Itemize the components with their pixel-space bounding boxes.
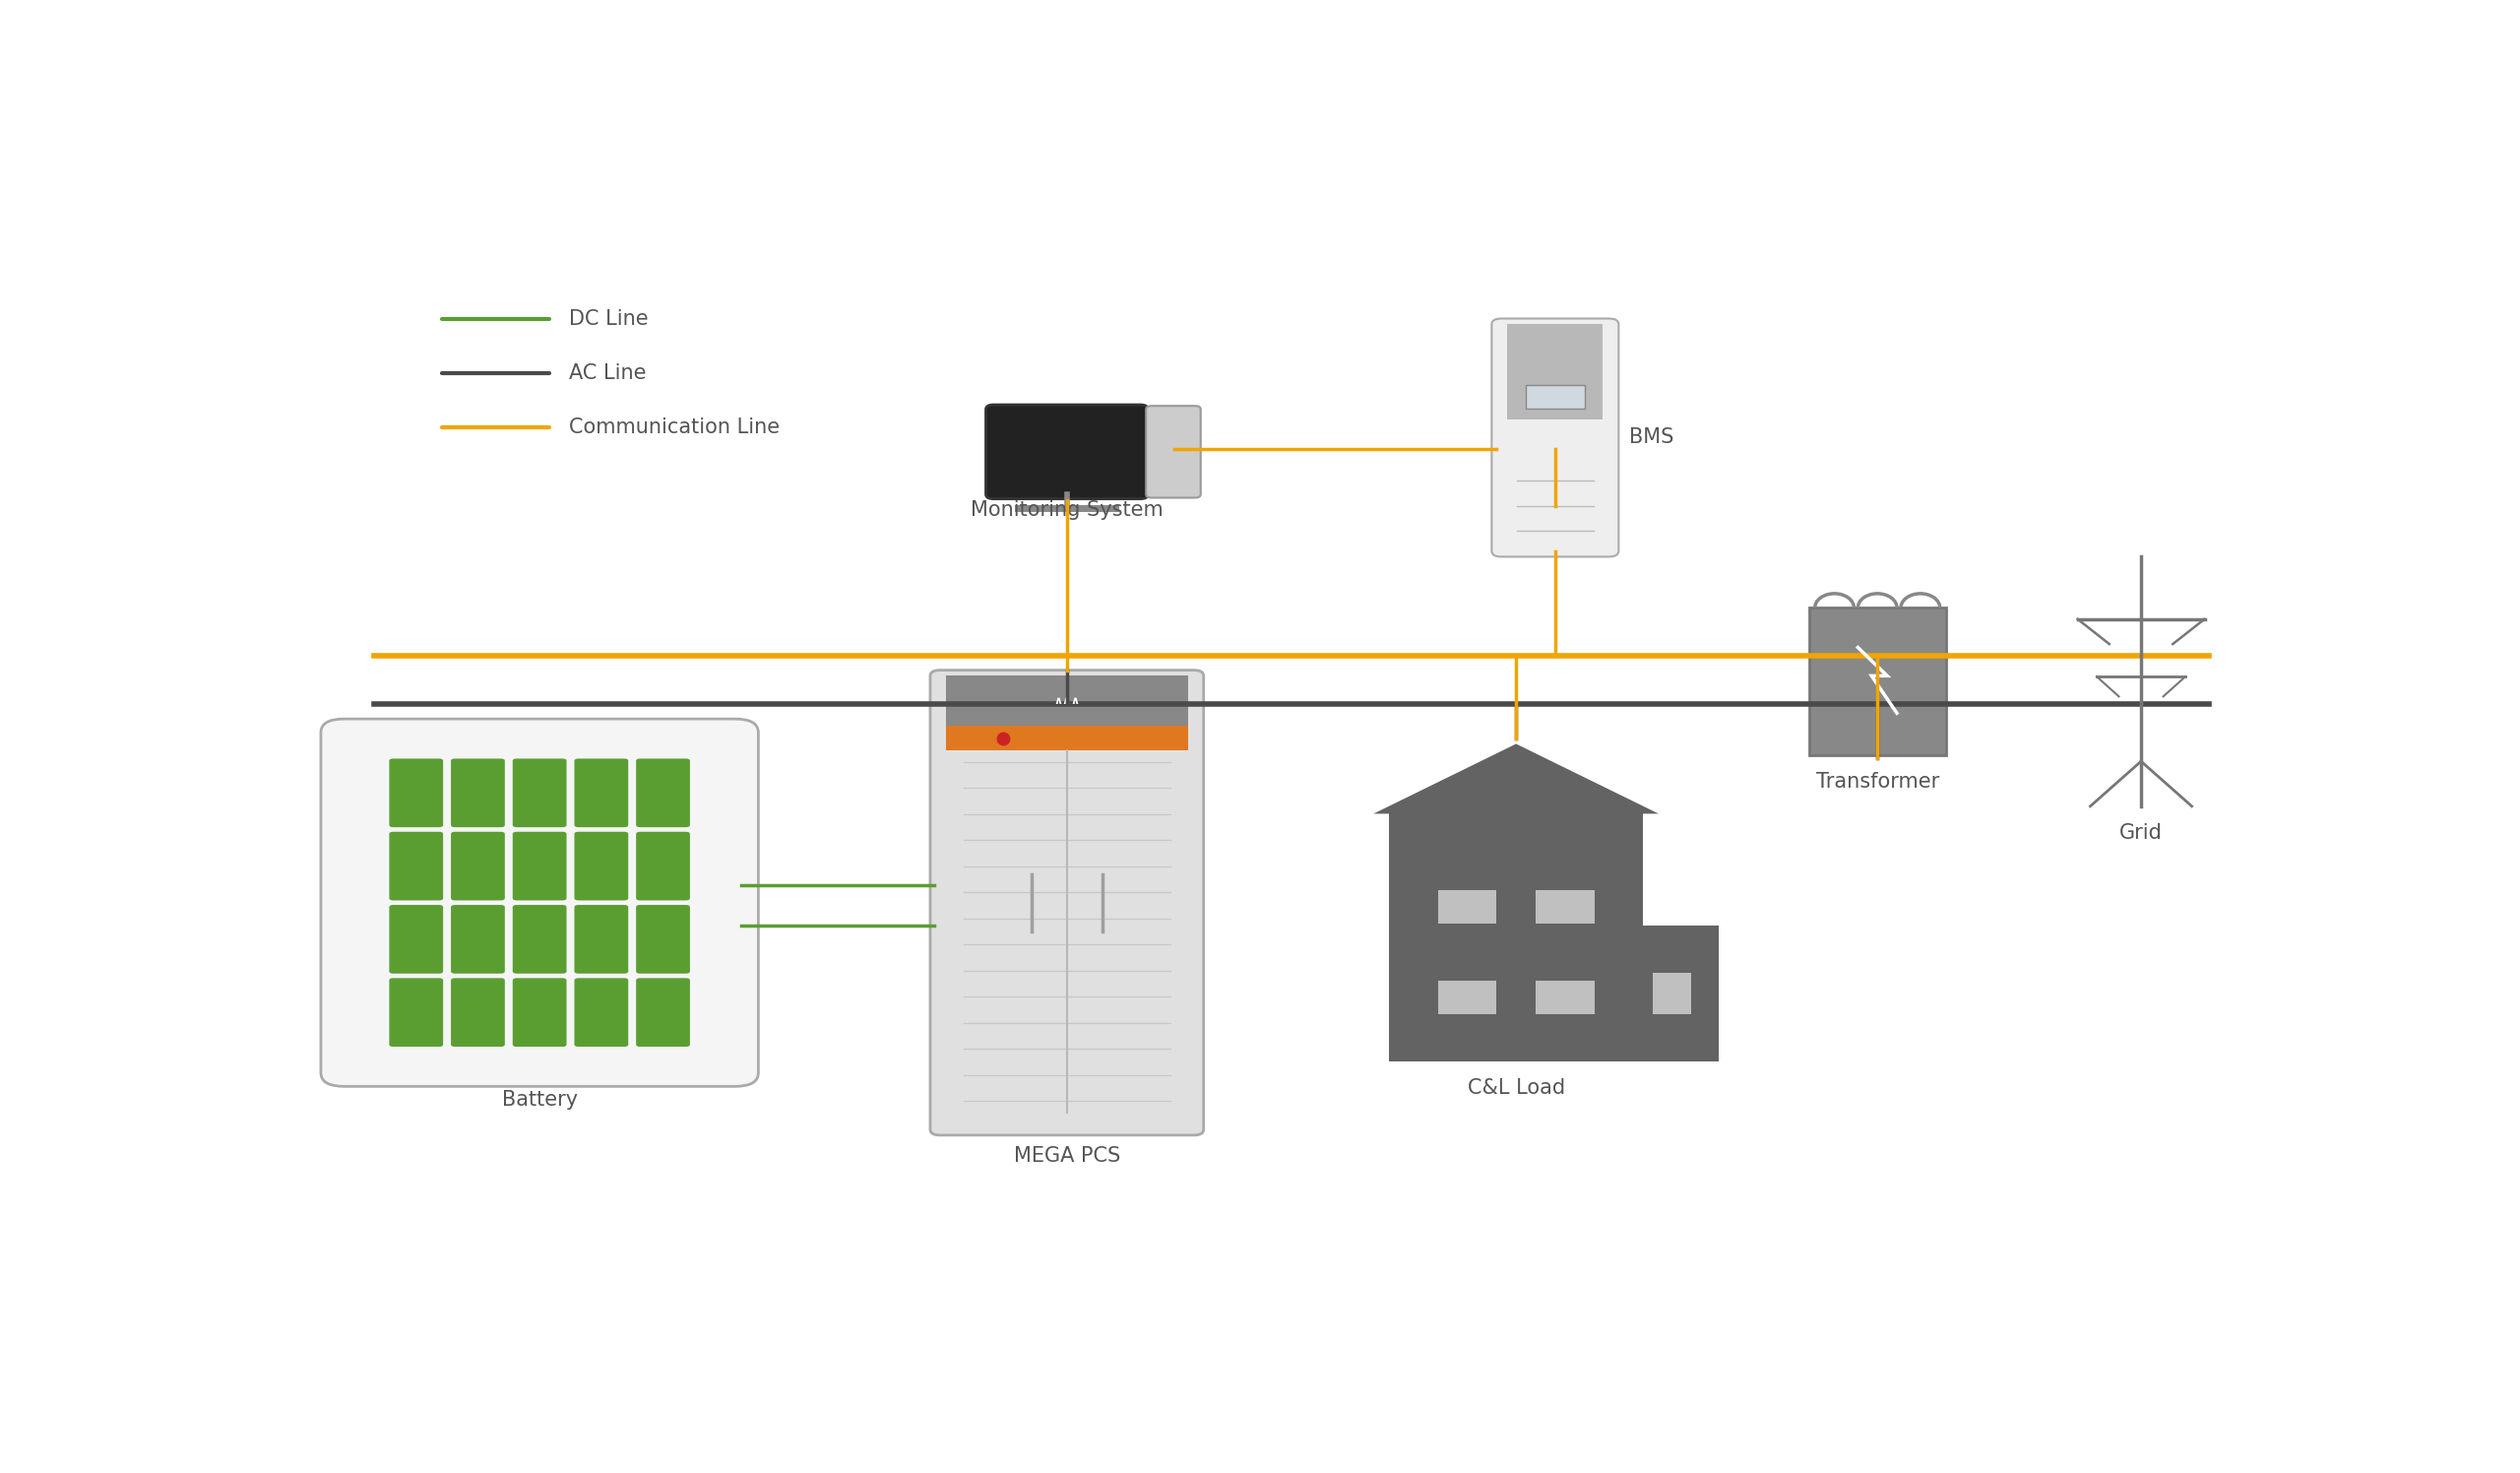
Polygon shape <box>1373 744 1658 813</box>
FancyBboxPatch shape <box>388 978 444 1047</box>
FancyBboxPatch shape <box>635 832 690 900</box>
FancyBboxPatch shape <box>451 832 504 900</box>
Text: Grid: Grid <box>2119 823 2162 843</box>
FancyBboxPatch shape <box>930 670 1205 1136</box>
Text: Battery: Battery <box>501 1090 577 1109</box>
FancyBboxPatch shape <box>388 832 444 900</box>
FancyBboxPatch shape <box>512 832 567 900</box>
Bar <box>945 726 1187 751</box>
Text: ∧∧∧: ∧∧∧ <box>1053 695 1081 706</box>
Bar <box>1643 925 1719 1062</box>
Bar <box>1439 981 1497 1015</box>
FancyBboxPatch shape <box>512 904 567 974</box>
FancyBboxPatch shape <box>512 978 567 1047</box>
Bar <box>1809 608 1945 756</box>
FancyBboxPatch shape <box>388 904 444 974</box>
Bar <box>1525 386 1585 408</box>
FancyBboxPatch shape <box>575 832 627 900</box>
Text: Monitoring System: Monitoring System <box>970 499 1164 520</box>
Bar <box>1439 890 1497 924</box>
Text: C&L Load: C&L Load <box>1467 1078 1565 1099</box>
FancyBboxPatch shape <box>635 904 690 974</box>
Bar <box>945 676 1187 726</box>
Bar <box>1507 324 1603 420</box>
Text: Communication Line: Communication Line <box>570 417 779 437</box>
FancyBboxPatch shape <box>635 759 690 828</box>
FancyBboxPatch shape <box>388 759 444 828</box>
Bar <box>1653 972 1691 1013</box>
FancyBboxPatch shape <box>512 759 567 828</box>
FancyBboxPatch shape <box>985 405 1149 499</box>
Text: MEGA PCS: MEGA PCS <box>1013 1146 1121 1167</box>
Text: DC Line: DC Line <box>570 309 648 328</box>
Bar <box>1389 813 1643 1062</box>
Bar <box>1535 890 1595 924</box>
FancyBboxPatch shape <box>635 978 690 1047</box>
FancyBboxPatch shape <box>575 978 627 1047</box>
FancyBboxPatch shape <box>451 759 504 828</box>
Text: AC Line: AC Line <box>570 364 645 383</box>
FancyBboxPatch shape <box>575 904 627 974</box>
FancyBboxPatch shape <box>1147 407 1200 498</box>
FancyBboxPatch shape <box>320 719 759 1087</box>
FancyBboxPatch shape <box>575 759 627 828</box>
Text: BMS: BMS <box>1630 427 1673 448</box>
Bar <box>1535 981 1595 1015</box>
FancyBboxPatch shape <box>451 904 504 974</box>
FancyBboxPatch shape <box>451 978 504 1047</box>
Text: Transformer: Transformer <box>1817 772 1938 792</box>
FancyBboxPatch shape <box>1492 318 1618 557</box>
